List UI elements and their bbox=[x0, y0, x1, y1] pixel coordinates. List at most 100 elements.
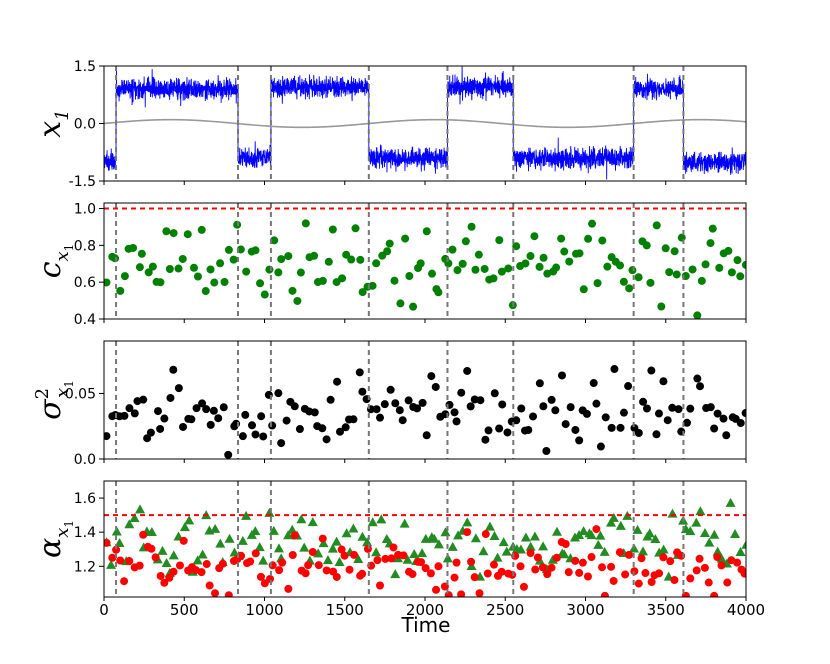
data-point bbox=[542, 447, 551, 456]
data-point-triangle bbox=[730, 528, 741, 538]
data-point bbox=[179, 536, 188, 545]
data-point-triangle bbox=[250, 526, 261, 536]
data-point-triangle bbox=[334, 556, 345, 566]
x-tick-label: 500 bbox=[170, 601, 199, 619]
data-point bbox=[259, 432, 268, 441]
y-label-sub: x bbox=[52, 388, 73, 398]
data-point bbox=[288, 286, 297, 295]
data-point bbox=[241, 410, 250, 419]
data-point bbox=[193, 272, 202, 281]
data-point bbox=[246, 557, 255, 566]
data-point-triangle bbox=[268, 525, 279, 535]
data-point bbox=[713, 409, 722, 418]
data-point bbox=[202, 560, 211, 569]
data-point bbox=[659, 553, 668, 562]
x-axis-label: Time bbox=[401, 613, 451, 637]
y-axis-label: αx1 bbox=[33, 520, 76, 558]
data-point bbox=[417, 558, 426, 567]
data-point-triangle bbox=[525, 541, 536, 551]
data-point bbox=[328, 225, 337, 234]
data-point-triangle bbox=[433, 539, 444, 549]
data-point bbox=[160, 578, 169, 587]
data-point bbox=[324, 257, 333, 266]
y-label-sub: x bbox=[52, 528, 73, 538]
y-tick-label: 1.4 bbox=[74, 525, 96, 541]
data-point bbox=[452, 558, 461, 567]
data-point bbox=[682, 418, 691, 427]
data-point bbox=[589, 379, 598, 388]
data-point bbox=[202, 405, 211, 414]
data-point bbox=[372, 259, 381, 268]
data-point bbox=[409, 302, 418, 311]
y-tick-label: 0.0 bbox=[74, 117, 96, 133]
data-point bbox=[290, 531, 299, 540]
data-point-triangle bbox=[547, 554, 558, 564]
data-point-triangle bbox=[685, 526, 696, 536]
data-point-triangle bbox=[559, 549, 570, 559]
data-point bbox=[652, 221, 661, 230]
data-point bbox=[686, 404, 695, 413]
data-point bbox=[120, 411, 129, 420]
data-point-triangle bbox=[667, 508, 678, 518]
data-point bbox=[108, 553, 117, 562]
data-point-triangle bbox=[341, 528, 352, 538]
data-point bbox=[229, 255, 238, 264]
y-label-sub: 1 bbox=[52, 109, 73, 120]
data-point bbox=[498, 400, 507, 409]
data-point bbox=[710, 591, 719, 597]
data-point-triangle bbox=[313, 548, 324, 558]
data-point bbox=[708, 224, 717, 233]
data-point bbox=[218, 559, 227, 568]
data-point bbox=[458, 259, 467, 268]
data-point bbox=[314, 561, 323, 570]
data-point-triangle bbox=[447, 541, 458, 551]
data-point-triangle bbox=[529, 531, 540, 541]
data-point bbox=[639, 397, 648, 406]
data-point bbox=[391, 399, 400, 408]
data-point bbox=[224, 450, 233, 459]
data-point bbox=[355, 368, 364, 377]
data-point bbox=[197, 225, 206, 234]
data-point bbox=[508, 570, 517, 579]
data-point bbox=[693, 374, 702, 383]
data-point bbox=[387, 554, 396, 563]
panels-group: 1.50.0-1.5x11.00.80.60.4cx10.050.0σ2x11.… bbox=[32, 59, 765, 619]
y-tick-label: 1.6 bbox=[74, 491, 96, 507]
data-point bbox=[560, 247, 569, 256]
data-point-triangle bbox=[741, 540, 746, 549]
data-point bbox=[338, 274, 347, 283]
data-point bbox=[214, 414, 223, 423]
y-label-base: α bbox=[33, 538, 68, 558]
y-label-base: σ bbox=[33, 398, 68, 420]
data-point bbox=[146, 428, 155, 437]
data-point-triangle bbox=[210, 523, 221, 533]
data-point-triangle bbox=[258, 555, 269, 565]
data-point bbox=[179, 422, 188, 431]
data-point bbox=[539, 402, 548, 411]
data-point bbox=[205, 581, 214, 590]
data-point bbox=[301, 219, 310, 228]
data-point bbox=[551, 406, 560, 415]
data-point bbox=[457, 388, 466, 397]
data-point bbox=[308, 548, 317, 557]
data-point bbox=[489, 274, 498, 283]
data-point-triangle bbox=[538, 541, 549, 551]
data-point bbox=[588, 219, 597, 228]
data-point bbox=[147, 544, 156, 553]
data-point bbox=[125, 557, 134, 566]
data-point bbox=[741, 260, 746, 269]
data-point bbox=[427, 372, 436, 381]
data-point bbox=[489, 560, 498, 569]
data-point bbox=[277, 255, 286, 264]
data-point bbox=[677, 233, 686, 242]
data-point bbox=[373, 556, 382, 565]
data-point bbox=[616, 261, 625, 270]
data-point bbox=[389, 543, 398, 552]
data-point bbox=[474, 250, 483, 259]
data-point bbox=[206, 420, 215, 429]
data-point bbox=[575, 436, 584, 445]
data-point bbox=[616, 423, 625, 432]
data-point bbox=[655, 569, 664, 578]
data-point bbox=[350, 550, 359, 559]
data-point bbox=[265, 265, 274, 274]
